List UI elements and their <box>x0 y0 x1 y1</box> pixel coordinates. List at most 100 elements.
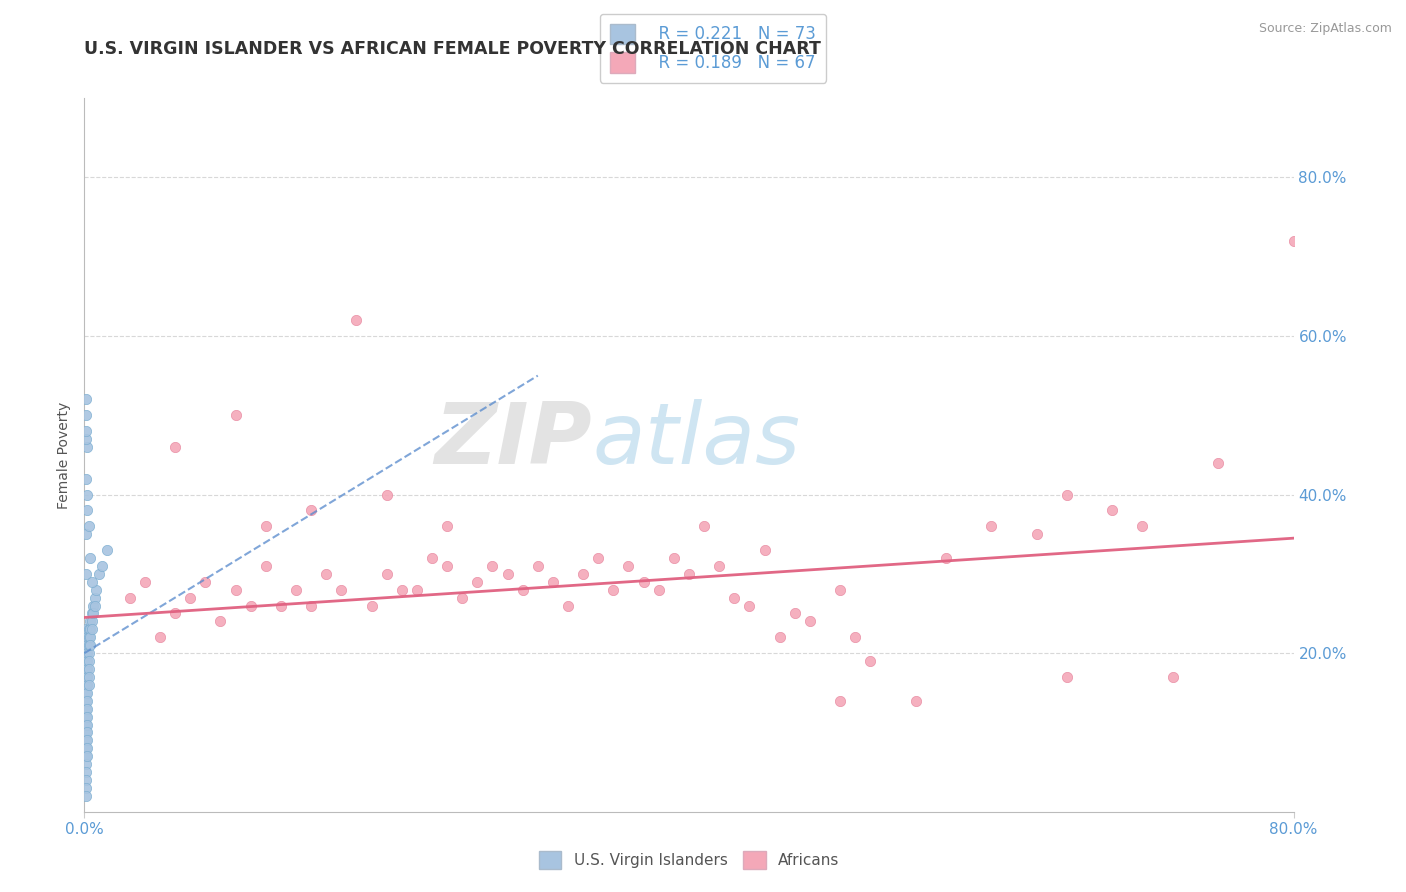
Point <box>76 741 98 756</box>
Point <box>82 607 104 621</box>
Point <box>79 623 101 637</box>
Point <box>75 630 97 644</box>
Point <box>75 749 97 764</box>
Point <box>375 566 398 581</box>
Point <box>1206 456 1229 470</box>
Point <box>496 566 519 581</box>
Point <box>769 630 792 644</box>
Point <box>75 772 97 787</box>
Point <box>709 558 731 573</box>
Point <box>678 566 700 581</box>
Point <box>76 733 98 747</box>
Point <box>75 654 97 668</box>
Point <box>80 574 103 589</box>
Point <box>82 599 104 613</box>
Point <box>75 780 97 795</box>
Point <box>75 686 97 700</box>
Point <box>75 741 97 756</box>
Point <box>783 607 806 621</box>
Point <box>76 662 98 676</box>
Point <box>76 670 98 684</box>
Point <box>481 558 503 573</box>
Point <box>77 630 100 644</box>
Point <box>1056 670 1078 684</box>
Point <box>980 519 1002 533</box>
Point <box>799 615 821 629</box>
Point <box>76 503 98 517</box>
Point <box>77 623 100 637</box>
Point <box>149 630 172 644</box>
Point <box>79 551 101 566</box>
Text: ZIP: ZIP <box>434 399 592 483</box>
Point <box>79 615 101 629</box>
Point <box>693 519 716 533</box>
Point <box>76 487 98 501</box>
Point <box>75 646 97 660</box>
Point <box>270 599 292 613</box>
Point <box>75 725 97 739</box>
Y-axis label: Female Poverty: Female Poverty <box>58 401 72 508</box>
Point <box>254 519 277 533</box>
Point <box>406 582 429 597</box>
Point <box>96 543 118 558</box>
Point <box>165 607 187 621</box>
Point <box>315 566 337 581</box>
Point <box>1101 503 1123 517</box>
Point <box>209 615 232 629</box>
Point <box>527 558 550 573</box>
Point <box>346 313 368 327</box>
Point <box>76 678 98 692</box>
Point <box>330 582 353 597</box>
Legend: U.S. Virgin Islanders, Africans: U.S. Virgin Islanders, Africans <box>533 845 845 875</box>
Point <box>299 503 322 517</box>
Point <box>512 582 534 597</box>
Point <box>77 678 100 692</box>
Point <box>436 519 458 533</box>
Point <box>77 670 100 684</box>
Point <box>662 551 685 566</box>
Point <box>76 654 98 668</box>
Point <box>75 733 97 747</box>
Point <box>80 623 103 637</box>
Point <box>75 424 97 438</box>
Point <box>76 686 98 700</box>
Point <box>75 472 97 486</box>
Point <box>557 599 579 613</box>
Point <box>194 574 217 589</box>
Point <box>75 765 97 780</box>
Point <box>633 574 655 589</box>
Point <box>738 599 761 613</box>
Point <box>91 558 114 573</box>
Point <box>1282 234 1305 248</box>
Point <box>754 543 776 558</box>
Point <box>723 591 745 605</box>
Point <box>77 638 100 652</box>
Point <box>76 709 98 723</box>
Point <box>935 551 957 566</box>
Point <box>89 566 111 581</box>
Point <box>299 599 322 613</box>
Point <box>75 757 97 772</box>
Point <box>75 717 97 731</box>
Point <box>80 607 103 621</box>
Point <box>859 654 882 668</box>
Point <box>391 582 413 597</box>
Point <box>1056 487 1078 501</box>
Point <box>1161 670 1184 684</box>
Point <box>75 392 97 407</box>
Point <box>451 591 474 605</box>
Point <box>225 409 247 423</box>
Point <box>80 615 103 629</box>
Point <box>77 519 100 533</box>
Point <box>118 591 141 605</box>
Point <box>75 527 97 541</box>
Point <box>79 630 101 644</box>
Point <box>76 630 98 644</box>
Point <box>179 591 201 605</box>
Point <box>75 662 97 676</box>
Point <box>75 701 97 715</box>
Point <box>830 582 852 597</box>
Point <box>84 599 107 613</box>
Point <box>541 574 564 589</box>
Point <box>375 487 398 501</box>
